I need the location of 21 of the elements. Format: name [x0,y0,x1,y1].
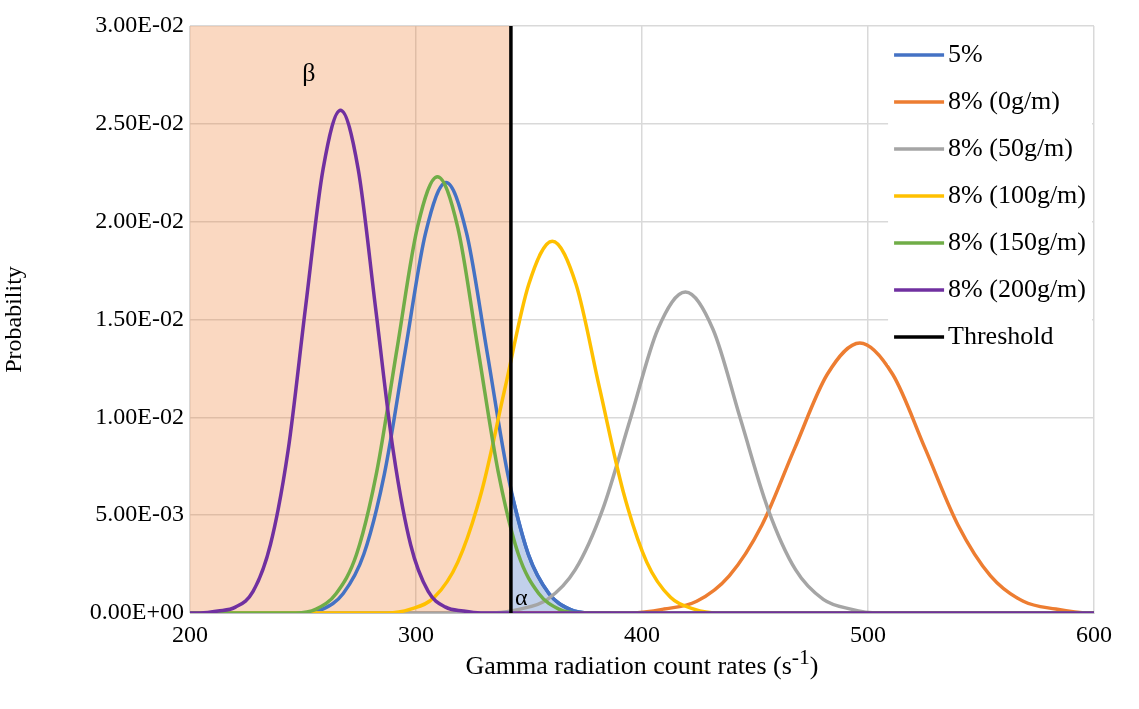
y-tick-label: 3.00E-02 [95,11,184,38]
x-axis-title: Gamma radiation count rates (s$^{-1}$) [464,645,820,681]
legend-label: 5% [948,38,983,68]
legend-label: 8% (150g/m) [948,226,1086,256]
x-tick-label: 300 [398,620,434,647]
legend-label: 8% (0g/m) [948,85,1060,115]
x-tick-label: 500 [850,620,886,647]
x-tick-label: 400 [624,620,660,647]
legend-label: 8% (50g/m) [948,132,1073,162]
y-axis-title: Probability [0,266,26,373]
x-tick-label: 600 [1076,620,1112,647]
y-tick-label: 5.00E-03 [95,500,184,527]
legend-label: 8% (100g/m) [948,179,1086,209]
legend-label: 8% (200g/m) [948,273,1086,303]
band-label: β [302,57,316,87]
y-tick-label: 2.50E-02 [95,109,184,136]
legend-label: Threshold [948,320,1054,350]
y-tick-label: 1.50E-02 [95,304,184,331]
series-label: α [514,584,528,611]
y-tick-label: 1.00E-02 [95,402,184,429]
y-tick-label: 2.00E-02 [95,206,184,233]
